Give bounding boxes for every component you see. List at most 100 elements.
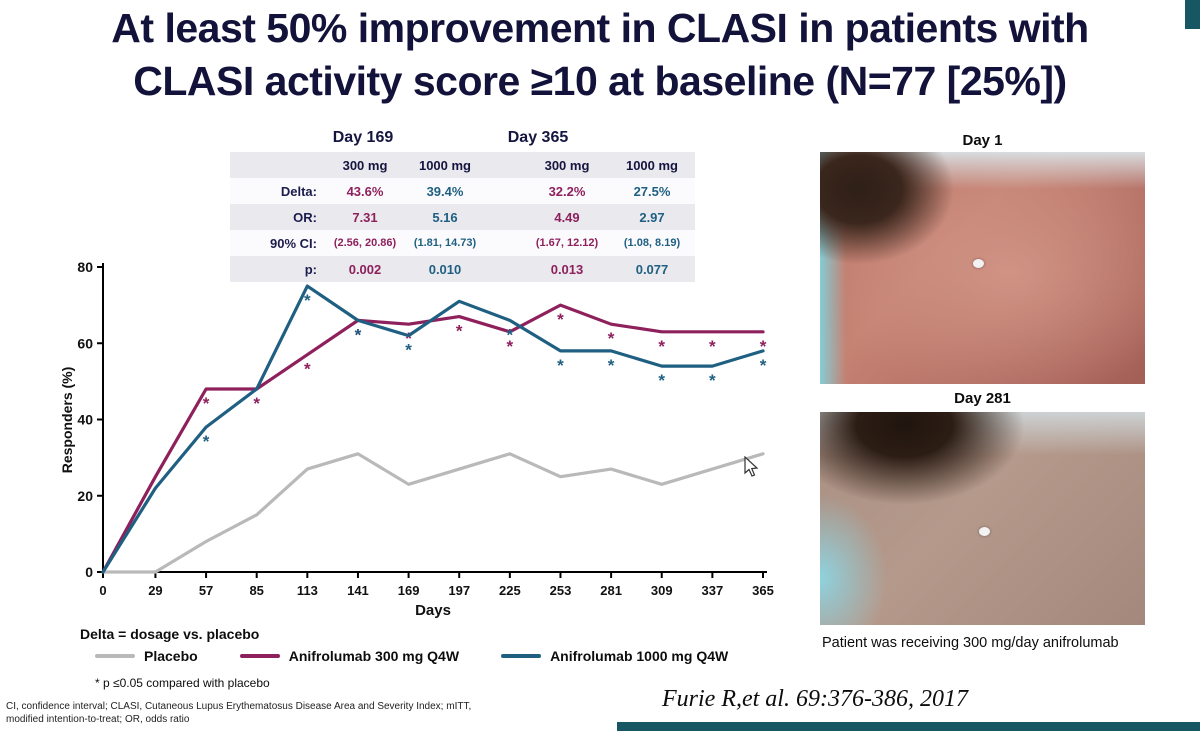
photo-label-day281: Day 281 [954,390,1011,407]
svg-text:*: * [456,322,463,341]
svg-text:*: * [304,360,311,379]
svg-text:253: 253 [550,583,572,598]
svg-text:*: * [760,356,767,375]
svg-text:40: 40 [77,412,93,428]
anifrolumab-1000-line-swatch [501,654,542,658]
svg-text:*: * [709,371,716,390]
svg-text:60: 60 [77,335,93,351]
svg-text:*: * [709,337,716,356]
mouse-cursor [744,456,759,477]
cell-value: (2.56, 20.86) [333,237,397,249]
legend-label-1000mg: Anifrolumab 1000 mg Q4W [550,648,729,664]
svg-text:*: * [304,291,311,310]
dose-header: 1000 mg [625,157,679,173]
cell-value: 43.6% [346,183,384,199]
video-frame-bottom-bar [617,722,1200,731]
anifrolumab-300-line-swatch [239,654,280,658]
svg-text:*: * [203,432,210,451]
cell-value: 39.4% [426,183,464,199]
table-row-p: p: 0.002 0.010 0.013 0.077 [230,256,695,282]
dose-header: 300 mg [342,157,388,173]
legend-item-1000mg: Anifrolumab 1000 mg Q4W [501,648,728,664]
responders-line-chart: 0 20 40 60 80 0 29 57 85 113 141 169 197 225 253 281 309… [59,259,774,619]
row-label: OR: [293,209,317,225]
svg-text:*: * [355,325,362,344]
legend-item-300mg: Anifrolumab 300 mg Q4W [239,648,460,664]
table-group-day169: Day 169 [332,129,394,146]
svg-text:225: 225 [499,583,521,598]
svg-text:*: * [253,394,260,413]
skin-marker-dot [972,258,984,268]
table-group-day365: Day 365 [507,129,569,146]
cell-value: 0.002 [348,261,382,277]
photo-caption: Patient was receiving 300 mg/day anifrol… [822,635,1119,651]
video-frame-corner [1185,0,1200,29]
cell-value: 32.2% [548,183,586,199]
svg-text:*: * [507,325,514,344]
cell-value: (1.08, 8.19) [623,237,681,249]
chart-legend: Placebo Anifrolumab 300 mg Q4W Anifrolum… [95,648,728,664]
legend-label-300mg: Anifrolumab 300 mg Q4W [288,648,460,664]
cell-value: 7.31 [352,209,378,225]
cell-value: (1.81, 14.73) [413,237,477,249]
cell-value: 0.010 [428,261,462,277]
svg-text:85: 85 [249,583,263,598]
slide-title-line1: At least 50% improvement in CLASI in pat… [111,5,1089,51]
stats-table-group-header-row: Day 169 Day 365 [230,126,695,152]
cell-value: 4.49 [554,209,580,225]
svg-text:29: 29 [148,583,162,598]
dose-header: 1000 mg [418,157,472,173]
svg-text:0: 0 [99,583,106,598]
svg-text:*: * [557,356,564,375]
row-label: p: [304,261,317,277]
legend-item-placebo: Placebo [95,648,198,664]
svg-text:*: * [507,337,514,356]
svg-text:309: 309 [651,583,673,598]
svg-text:*: * [608,329,615,348]
svg-text:*: * [658,337,665,356]
table-row-ci: 90% CI: (2.56, 20.86) (1.81, 14.73) (1.6… [230,230,695,256]
table-row-or: OR: 7.31 5.16 4.49 2.97 [230,204,695,230]
svg-text:0: 0 [85,564,93,580]
svg-text:*: * [608,356,615,375]
slide-title-line2: CLASI activity score ≥10 at baseline (N=… [133,58,1067,105]
svg-text:365: 365 [752,583,774,598]
svg-text:*: * [355,325,362,344]
patient-photo-day1 [820,152,1145,384]
significance-note: * p ≤0.05 compared with placebo [95,676,270,690]
svg-text:141: 141 [347,583,369,598]
cell-value: 0.077 [635,261,669,277]
row-label: 90% CI: [270,235,317,251]
svg-text:*: * [203,394,210,413]
svg-text:281: 281 [600,583,622,598]
delta-note: Delta = dosage vs. placebo [80,626,260,642]
dose-header: 300 mg [544,157,590,173]
footnote-line2: modified intention-to-treat; OR, odds ra… [6,714,190,725]
svg-text:337: 337 [702,583,724,598]
table-row-delta: Delta: 43.6% 39.4% 32.2% 27.5% [230,178,695,204]
svg-text:Responders (%): Responders (%) [59,367,75,474]
svg-text:80: 80 [77,259,93,275]
reference-citation: Furie R,et al. 69:376-386, 2017 [662,686,968,712]
svg-text:Days: Days [415,602,451,619]
cell-value: 0.013 [550,261,584,277]
svg-text:57: 57 [199,583,213,598]
photo-label-day1: Day 1 [962,132,1003,149]
cell-value: 5.16 [432,209,458,225]
row-label: Delta: [280,183,317,199]
svg-text:*: * [405,341,412,360]
svg-text:20: 20 [77,488,93,504]
slide-title: At least 50% improvement in CLASI in pat… [0,2,1200,109]
svg-text:113: 113 [297,583,318,598]
svg-text:*: * [658,371,665,390]
legend-label-placebo: Placebo [144,648,198,664]
stats-table: Day 169 Day 365 300 mg 1000 mg 300 mg 10… [230,126,695,282]
svg-text:197: 197 [448,583,470,598]
cell-value: (1.67, 12.12) [535,237,599,249]
svg-text:*: * [405,329,412,348]
skin-marker-dot [979,527,991,537]
patient-photo-day281 [820,412,1145,625]
svg-text:169: 169 [398,583,420,598]
abbreviations-footnote: CI, confidence interval; CLASI, Cutaneou… [6,700,471,726]
cell-value: 2.97 [639,209,665,225]
